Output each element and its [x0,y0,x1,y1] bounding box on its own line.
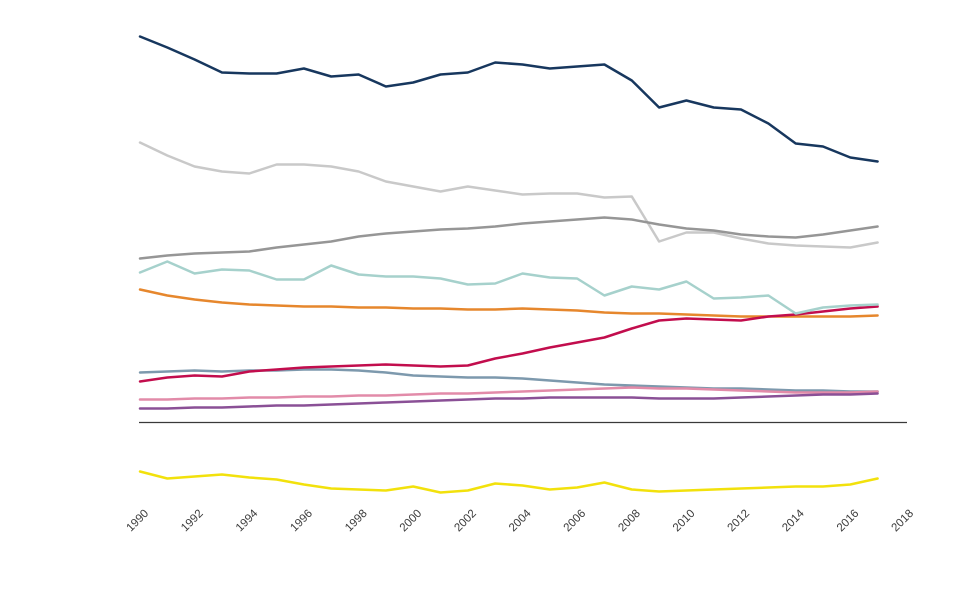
series-line-purple [138,392,879,410]
x-tick-label: 1996 [288,508,315,535]
x-tick-label: 2006 [562,508,589,535]
series-line-crimson [138,305,879,383]
x-tick-label: 2012 [726,508,753,535]
series-line-pale-teal [138,260,879,315]
x-tick-label: 2010 [671,508,698,535]
x-tick-label: 2014 [780,507,807,534]
x-tick-label: 2002 [452,508,479,535]
series-line-medium-gray [138,216,879,260]
series-line-orange [138,288,879,318]
x-tick-label: 2016 [835,508,862,535]
series-line-dark-navy [138,35,879,163]
x-tick-label: 1990 [125,508,152,535]
series-lines [138,35,879,494]
series-line-steel-blue [138,368,879,393]
series-line-pink [138,386,879,401]
x-tick-label: 2000 [398,508,425,535]
x-tick-label: 1994 [234,507,261,534]
series-line-yellow [138,470,879,494]
x-tick-label: 2018 [890,508,917,535]
x-tick-label: 1998 [343,508,370,535]
x-tick-label: 2008 [616,508,643,535]
x-tick-label: 1992 [179,508,206,535]
x-tick-label: 2004 [507,507,534,534]
series-line-light-gray [138,141,879,249]
x-axis-labels: 1990 1992 1994 1996 1998 2000 2002 2004 2006 2008… [125,507,917,534]
